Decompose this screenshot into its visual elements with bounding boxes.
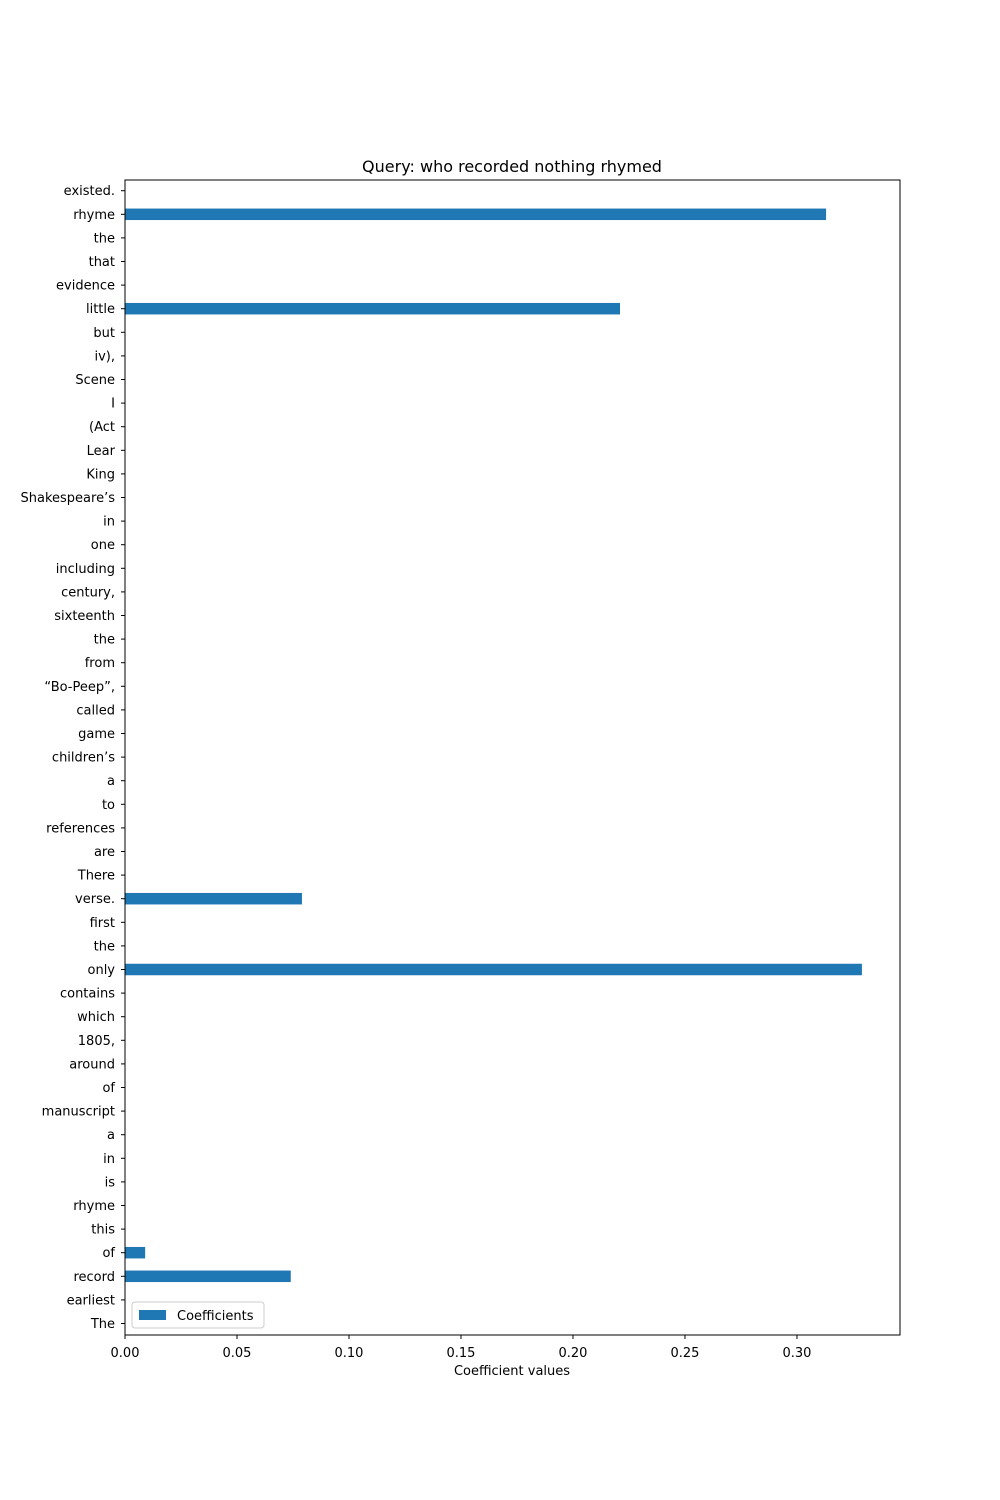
y-tick-label: (Act bbox=[89, 420, 115, 435]
plot-frame bbox=[124, 179, 901, 1336]
y-tick-label: in bbox=[103, 515, 115, 530]
y-tick-label: The bbox=[90, 1317, 115, 1332]
y-tick-label: the bbox=[94, 231, 115, 246]
y-tick-label: rhyme bbox=[73, 208, 115, 223]
y-tick-label: including bbox=[56, 562, 115, 577]
y-tick-label: I bbox=[111, 397, 115, 412]
bar bbox=[125, 963, 862, 976]
x-tick-label: 0.00 bbox=[111, 1346, 140, 1361]
y-tick-label: King bbox=[86, 467, 115, 482]
y-tick-label: Scene bbox=[75, 373, 115, 388]
y-tick-label: verse. bbox=[75, 892, 115, 907]
x-axis-label: Coefficient values bbox=[454, 1364, 570, 1379]
y-tick-label: existed. bbox=[64, 184, 115, 199]
x-tick-label: 0.15 bbox=[447, 1346, 476, 1361]
legend-swatch bbox=[139, 1310, 166, 1320]
y-tick-label: children’s bbox=[52, 751, 115, 766]
y-tick-label: evidence bbox=[56, 279, 115, 294]
y-tick-label: game bbox=[78, 727, 115, 742]
y-tick-label: the bbox=[94, 939, 115, 954]
y-tick-label: is bbox=[105, 1175, 116, 1190]
legend-frame bbox=[131, 1301, 265, 1329]
bar bbox=[125, 208, 827, 221]
bar-group bbox=[125, 208, 862, 1283]
y-tick-label: 1805, bbox=[78, 1034, 115, 1049]
y-tick-label: from bbox=[85, 656, 115, 671]
x-tick-label: 0.30 bbox=[782, 1346, 811, 1361]
y-tick-label: Lear bbox=[87, 444, 116, 459]
y-axis: The earliest record of this rhyme is in a manuscr… bbox=[21, 184, 125, 1332]
y-tick-label: references bbox=[46, 821, 115, 836]
y-tick-label: manuscript bbox=[42, 1105, 115, 1120]
y-tick-label: rhyme bbox=[73, 1199, 115, 1214]
y-tick-label: iv), bbox=[94, 349, 115, 364]
y-tick-label: are bbox=[94, 845, 115, 860]
y-tick-label: contains bbox=[60, 987, 115, 1002]
y-tick-label: sixteenth bbox=[54, 609, 115, 624]
legend: Coefficients bbox=[131, 1301, 265, 1329]
y-tick-label: little bbox=[86, 302, 115, 317]
y-tick-label: around bbox=[69, 1057, 115, 1072]
y-tick-label: record bbox=[73, 1270, 115, 1285]
y-tick-label: There bbox=[77, 869, 115, 884]
y-tick-label: the bbox=[94, 633, 115, 648]
x-tick-label: 0.20 bbox=[559, 1346, 588, 1361]
y-tick-label: but bbox=[93, 326, 115, 341]
y-tick-label: earliest bbox=[67, 1293, 115, 1308]
y-tick-label: century, bbox=[61, 585, 115, 600]
bar bbox=[125, 302, 621, 315]
bar bbox=[125, 892, 302, 905]
x-tick-label: 0.10 bbox=[335, 1346, 364, 1361]
x-axis: 0.00 0.05 0.10 0.15 0.20 0.25 0.30 bbox=[111, 1335, 811, 1361]
y-tick-label: Shakespeare’s bbox=[21, 491, 116, 506]
y-tick-label: a bbox=[107, 774, 115, 789]
y-tick-label: this bbox=[91, 1223, 115, 1238]
y-tick-label: only bbox=[88, 963, 116, 978]
y-tick-label: that bbox=[89, 255, 115, 270]
bar bbox=[125, 1246, 146, 1259]
y-tick-label: to bbox=[102, 798, 115, 813]
y-tick-label: of bbox=[102, 1081, 115, 1096]
y-tick-label: in bbox=[103, 1152, 115, 1167]
y-tick-label: a bbox=[107, 1128, 115, 1143]
y-tick-label: called bbox=[76, 703, 115, 718]
chart-title: Query: who recorded nothing rhymed bbox=[362, 157, 662, 176]
x-tick-label: 0.25 bbox=[670, 1346, 699, 1361]
legend-label: Coefficients bbox=[177, 1309, 254, 1324]
y-tick-label: of bbox=[102, 1246, 115, 1261]
y-tick-label: first bbox=[90, 916, 115, 931]
y-tick-label: which bbox=[77, 1010, 115, 1025]
bar bbox=[125, 1270, 291, 1283]
y-tick-label: one bbox=[91, 538, 115, 553]
x-tick-label: 0.05 bbox=[223, 1346, 252, 1361]
y-tick-label: “Bo-Peep”, bbox=[44, 680, 115, 695]
